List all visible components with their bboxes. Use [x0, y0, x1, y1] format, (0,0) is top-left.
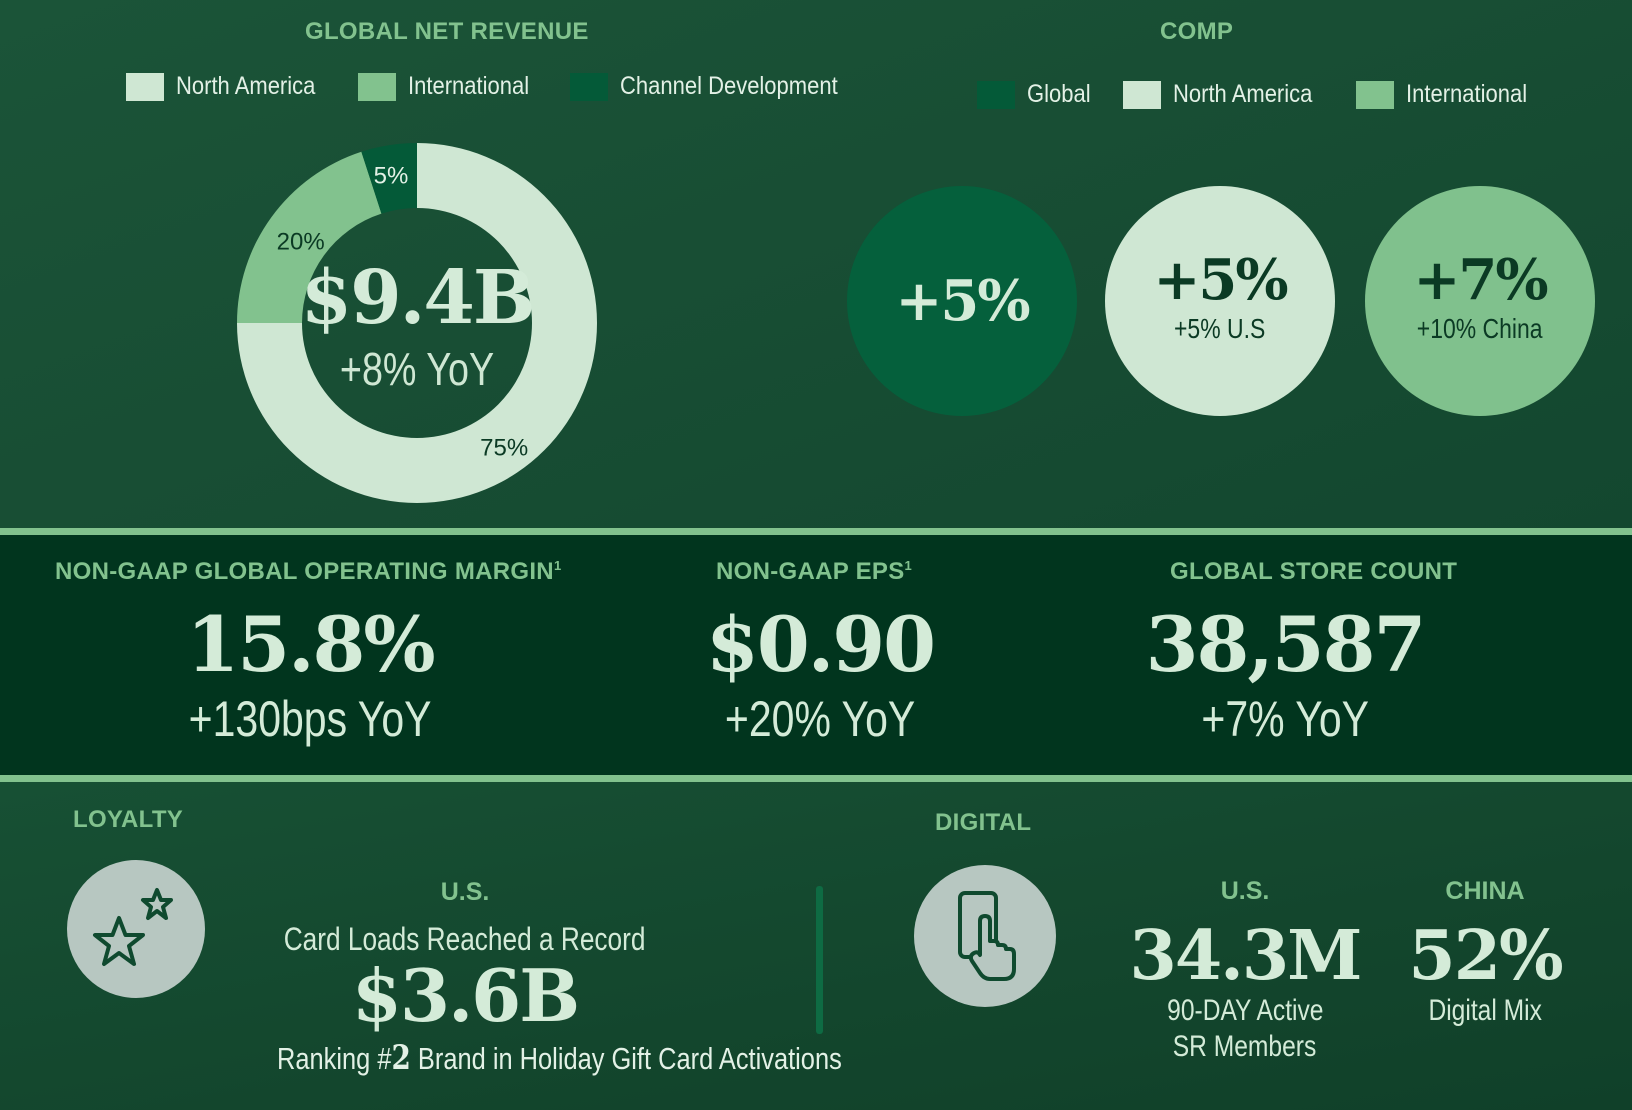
comp-circle-north-america: +5% +5% U.S — [1105, 186, 1335, 416]
comp-global-value: +5% — [895, 268, 1030, 334]
donut-label-channel-development: 5% — [374, 162, 409, 189]
metric-eps-change: +20% YoY — [724, 691, 916, 747]
metric-footnote-operating-margin: 1 — [553, 558, 562, 573]
comp-circle-global: +5% — [847, 186, 1077, 416]
comp-legend: Global North America International — [977, 80, 1567, 109]
revenue-value: $9.4B — [300, 255, 536, 341]
metric-title-operating-margin: NON-GAAP GLOBAL OPERATING MARGIN1 — [55, 558, 561, 586]
loyalty-value: $3.6B — [351, 953, 580, 1038]
metric-title-eps: NON-GAAP EPS1 — [716, 558, 912, 586]
metric-store-count-change: +7% YoY — [1201, 691, 1369, 747]
legend-label-channel-development: Channel Development — [620, 72, 838, 100]
divider-top — [0, 528, 1632, 535]
digital-us-line1: 90-DAY Active — [1166, 994, 1324, 1027]
donut-slice-international — [237, 151, 382, 323]
loyalty-line1: Card Loads Reached a Record — [284, 921, 646, 957]
metric-operating-margin-change: +130bps YoY — [188, 691, 432, 747]
comp-north-america-value: +5% — [1153, 247, 1288, 313]
metric-title-eps-text: NON-GAAP EPS — [716, 558, 905, 585]
comp-title: COMP — [1160, 18, 1234, 45]
legend-swatch-north-america — [126, 72, 164, 101]
metric-store-count-value: 38,587 — [1145, 600, 1427, 689]
digital-us-block: U.S. 34.3M 90-DAY Active SR Members — [1120, 877, 1370, 1064]
comp-international-value: +7% — [1413, 247, 1548, 313]
legend-swatch-international — [358, 72, 397, 101]
digital-us-line2: SR Members — [1173, 1030, 1317, 1063]
revenue-donut-chart: 75% 20% 5% — [237, 143, 597, 503]
comp-circle-international: +7% +10% China — [1365, 186, 1595, 416]
metric-eps: $0.90 +20% YoY — [620, 604, 1020, 748]
digital-china-block: CHINA 52% Digital Mix — [1385, 877, 1585, 1028]
metric-title-operating-margin-text: NON-GAAP GLOBAL OPERATING MARGIN — [55, 558, 554, 585]
digital-icon-circle — [914, 865, 1056, 1007]
comp-north-america-sub: +5% U.S — [1174, 313, 1266, 344]
loyalty-digital-divider — [816, 886, 823, 1034]
donut-slice-north-america — [237, 143, 597, 503]
legend-label-north-america: North America — [176, 72, 316, 100]
comp-legend-swatch-global — [977, 80, 1015, 109]
comp-legend-international: International — [1405, 80, 1527, 108]
metric-store-count: 38,587 +7% YoY — [1085, 604, 1485, 748]
donut-label-international: 20% — [277, 229, 325, 256]
metric-eps-value: $0.90 — [706, 600, 936, 689]
metric-operating-margin-value: 15.8% — [186, 600, 435, 689]
digital-us-value: 34.3M — [1129, 916, 1363, 996]
digital-china-value: 52% — [1408, 916, 1563, 996]
donut-label-north-america: 75% — [480, 435, 528, 462]
comp-legend-swatch-international — [1355, 80, 1394, 109]
revenue-legend: North America International Channel Deve… — [126, 72, 891, 101]
loyalty-line2-pre: Ranking # — [276, 1041, 392, 1076]
legend-label-international: International — [408, 72, 530, 100]
loyalty-icon-circle — [67, 860, 205, 998]
comp-international-sub: +10% China — [1417, 313, 1543, 344]
revenue-center: $9.4B +8% YoY — [282, 258, 552, 396]
loyalty-line2: Ranking #2 Brand in Holiday Gift Card Ac… — [277, 1038, 842, 1078]
legend-swatch-channel-development — [570, 72, 608, 101]
loyalty-region: U.S. — [440, 878, 490, 906]
stars-icon — [93, 888, 173, 966]
phone-tap-icon — [958, 891, 1016, 981]
loyalty-title: LOYALTY — [73, 806, 184, 833]
donut-slice-channel-development — [361, 143, 417, 214]
metric-footnote-eps: 1 — [904, 558, 913, 573]
loyalty-block: U.S. Card Loads Reached a Record $3.6B R… — [215, 878, 842, 1078]
metrics-band — [0, 535, 1632, 775]
comp-legend-swatch-north-america — [1123, 80, 1162, 109]
metric-title-store-count: GLOBAL STORE COUNT — [1170, 558, 1458, 585]
digital-us-region: U.S. — [1220, 877, 1270, 905]
divider-bottom — [0, 775, 1632, 782]
loyalty-line2-post: Brand in Holiday Gift Card Activations — [410, 1041, 842, 1076]
digital-china-line1: Digital Mix — [1428, 994, 1542, 1027]
comp-legend-global: Global — [1027, 80, 1091, 108]
digital-china-region: CHINA — [1445, 877, 1525, 905]
revenue-title: GLOBAL NET REVENUE — [305, 18, 589, 45]
comp-legend-north-america: North America — [1173, 80, 1313, 108]
digital-title: DIGITAL — [935, 809, 1032, 836]
metric-operating-margin: 15.8% +130bps YoY — [110, 604, 510, 748]
loyalty-rank: 2 — [391, 1038, 411, 1078]
revenue-change: +8% YoY — [339, 343, 495, 395]
